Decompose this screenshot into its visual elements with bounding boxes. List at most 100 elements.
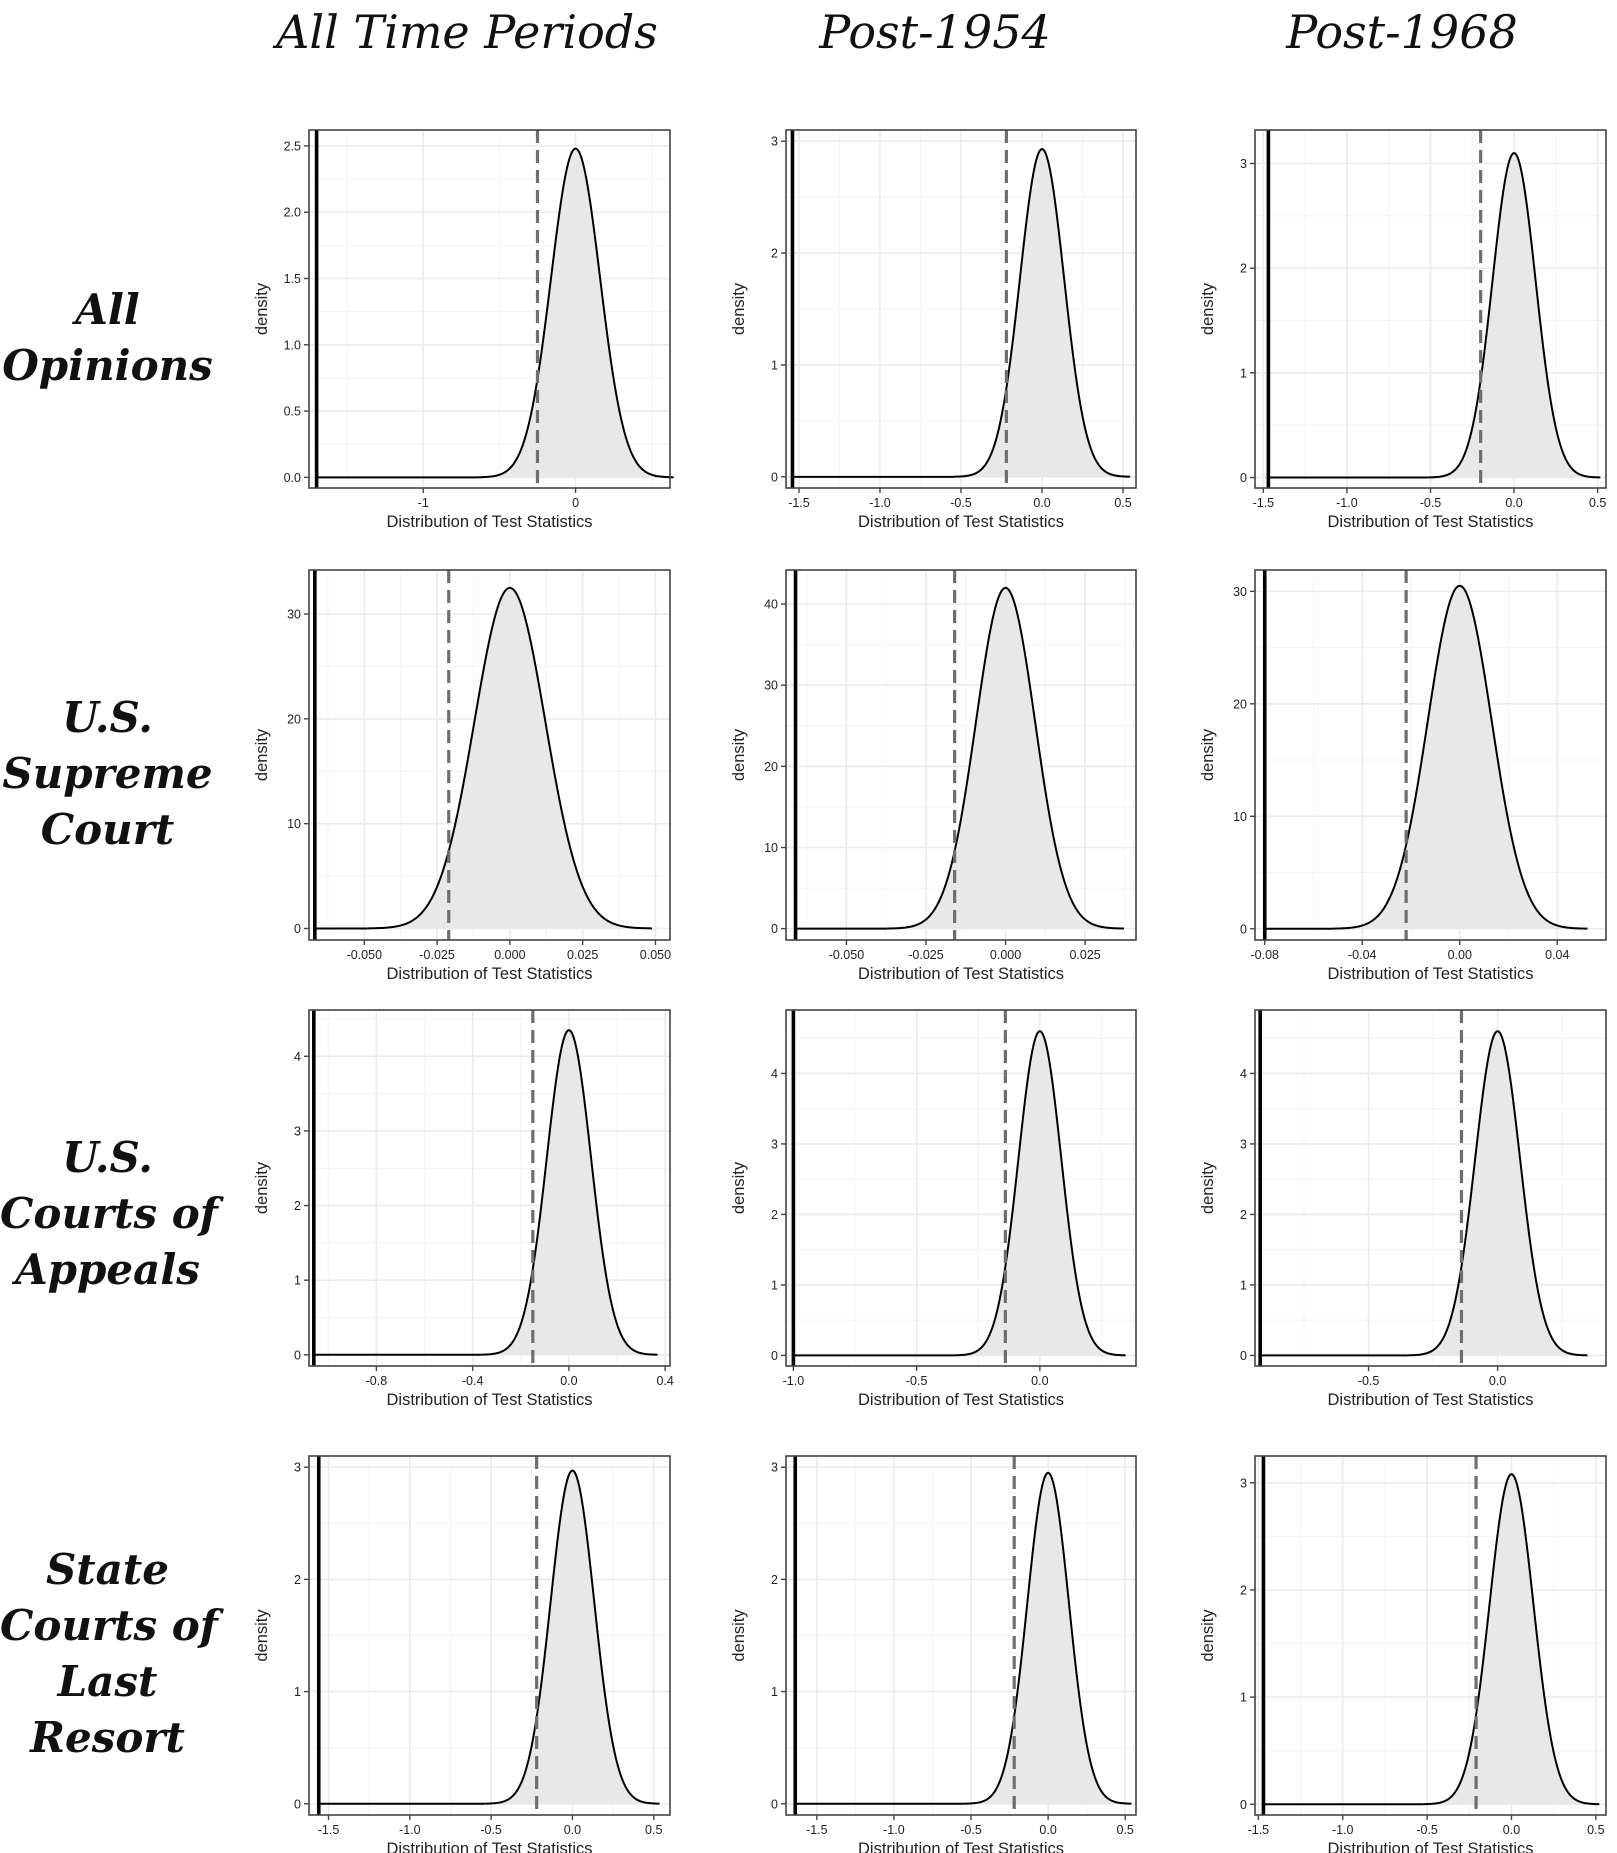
panel-frame (1254, 1455, 1607, 1816)
row-header-line: Resort (30, 1713, 185, 1762)
y-tick-label: 2 (1240, 1583, 1247, 1597)
x-axis-title: Distribution of Test Statistics (1327, 1840, 1533, 1853)
y-tick-label: 3 (771, 135, 778, 149)
x-tick-label: 0.0 (1489, 1374, 1506, 1388)
y-tick-label: 2 (1240, 262, 1247, 276)
density-panel-r2-c1: -1.0 -0.5 0.0 0 1 2 3 4 Distribution of Test Sta… (730, 1009, 1137, 1409)
x-tick-label: -1 (418, 496, 429, 510)
density-curve (367, 586, 652, 930)
x-tick-label: 0.050 (640, 948, 671, 962)
panel-background (1255, 1010, 1606, 1366)
x-tick-label: -0.4 (462, 1374, 484, 1388)
y-tick-label: 20 (287, 712, 301, 726)
column-header-post-1968: Post-1968 (1286, 5, 1518, 59)
y-tick-label: 0 (294, 1348, 301, 1362)
x-tick-label: -0.5 (480, 1823, 502, 1837)
density-area (953, 149, 1131, 477)
density-curve (887, 586, 1124, 930)
y-axis-title: density (730, 1161, 748, 1214)
x-axis-title: Distribution of Test Statistics (858, 513, 1064, 531)
density-curve (1332, 584, 1588, 930)
y-tick-label: 2 (771, 1208, 778, 1222)
x-tick-label: -1.0 (1332, 1823, 1354, 1837)
y-tick-label: 2.0 (284, 206, 301, 220)
x-axis-title: Distribution of Test Statistics (1327, 965, 1533, 983)
y-tick-label: 20 (764, 760, 778, 774)
density-curve (480, 1029, 658, 1356)
x-tick-label: 0.00 (1448, 948, 1472, 962)
density-panel-r1-c0: -0.050 -0.025 0.000 0.025 0.050 0 10 20 30 Distri… (253, 569, 671, 983)
y-axis-title: density (1199, 282, 1217, 335)
x-axis-title: Distribution of Test Statistics (386, 513, 592, 531)
y-tick-label: 1.5 (284, 272, 301, 286)
density-curve (485, 1469, 660, 1805)
y-tick-label: 3 (771, 1461, 778, 1475)
x-tick-label: 0.5 (1117, 1823, 1134, 1837)
y-tick-label: 1 (294, 1274, 301, 1288)
x-tick-label: -1.0 (883, 1823, 905, 1837)
y-tick-label: 3 (294, 1461, 301, 1475)
row-header-line: Supreme (2, 749, 213, 798)
y-tick-label: 30 (1233, 585, 1247, 599)
x-tick-label: 0.0 (1031, 1374, 1048, 1388)
row-header-line: Courts of (0, 1601, 218, 1650)
density-area (964, 1472, 1132, 1804)
row-header-line: Court (40, 805, 175, 854)
x-tick-label: 0.025 (567, 948, 598, 962)
density-panel-r2-c0: -0.8 -0.4 0.0 0.4 0 1 2 3 4 Distribution of Test … (253, 1009, 674, 1409)
y-tick-label: 2 (294, 1573, 301, 1587)
y-tick-label: 0 (771, 470, 778, 484)
x-axis-title: Distribution of Test Statistics (858, 965, 1064, 983)
y-tick-label: 3 (294, 1124, 301, 1138)
panel-background (309, 1010, 670, 1366)
row-header-all-opinions: All Opinions (0, 282, 215, 394)
y-tick-label: 0 (1240, 1798, 1247, 1812)
density-panel-r1-c2: -0.08 -0.04 0.00 0.04 0 10 20 30 Distribution of… (1199, 569, 1607, 983)
y-tick-label: 0.5 (284, 405, 301, 419)
density-panel-r0-c1: -1.5 -1.0 -0.5 0.0 0.5 0 1 2 3 Distribution of Te… (730, 129, 1137, 531)
density-area (480, 1030, 658, 1355)
panel-frame (308, 1455, 671, 1816)
x-tick-label: -0.8 (366, 1374, 388, 1388)
y-tick-label: 1 (771, 358, 778, 372)
density-area (485, 1470, 660, 1804)
density-curve (1423, 1473, 1600, 1806)
density-area (477, 148, 674, 478)
y-tick-label: 0.0 (284, 471, 301, 485)
panel-frame (1254, 569, 1607, 941)
y-tick-label: 1 (771, 1685, 778, 1699)
y-tick-label: 1 (1240, 366, 1247, 380)
row-header-state-courts: State Courts of Last Resort (0, 1542, 218, 1766)
y-tick-label: 1 (294, 1685, 301, 1699)
x-tick-label: 0.4 (656, 1374, 673, 1388)
density-panel-r3-c0: -1.5 -1.0 -0.5 0.0 0.5 0 1 2 3 Distribution of Te… (253, 1455, 671, 1853)
x-tick-label: -1.0 (1336, 496, 1358, 510)
x-tick-label: -1.0 (869, 496, 891, 510)
y-tick-label: 10 (764, 841, 778, 855)
row-header-courts-of-appeals: U.S. Courts of Appeals (0, 1130, 218, 1298)
y-tick-label: 2 (771, 1573, 778, 1587)
x-tick-label: 0.0 (1505, 496, 1522, 510)
y-tick-label: 30 (764, 679, 778, 693)
density-panel-r0-c2: -1.5 -1.0 -0.5 0.0 0.5 0 1 2 3 Distribution of Te… (1199, 129, 1607, 531)
y-tick-label: 0 (1240, 922, 1247, 936)
density-panel-r2-c2: -0.5 0.0 0 1 2 3 4 Distribution of Test Statist… (1199, 1009, 1607, 1409)
y-tick-label: 1 (1240, 1691, 1247, 1705)
x-tick-label: 0.5 (1589, 496, 1606, 510)
column-header-post-1954: Post-1954 (819, 5, 1051, 59)
y-tick-label: 3 (771, 1137, 778, 1151)
density-area (954, 1031, 1126, 1356)
x-axis-title: Distribution of Test Statistics (386, 1391, 592, 1409)
panel-frame (308, 569, 671, 941)
x-axis-title: Distribution of Test Statistics (1327, 513, 1533, 531)
density-curve (954, 1030, 1126, 1357)
x-tick-label: -0.050 (347, 948, 382, 962)
x-tick-label: -0.5 (1416, 1823, 1438, 1837)
y-tick-label: 4 (1240, 1067, 1247, 1081)
x-tick-label: -1.5 (788, 496, 810, 510)
y-axis-title: density (253, 282, 271, 335)
x-tick-label: 0.000 (494, 948, 525, 962)
y-axis-title: density (253, 1161, 271, 1214)
